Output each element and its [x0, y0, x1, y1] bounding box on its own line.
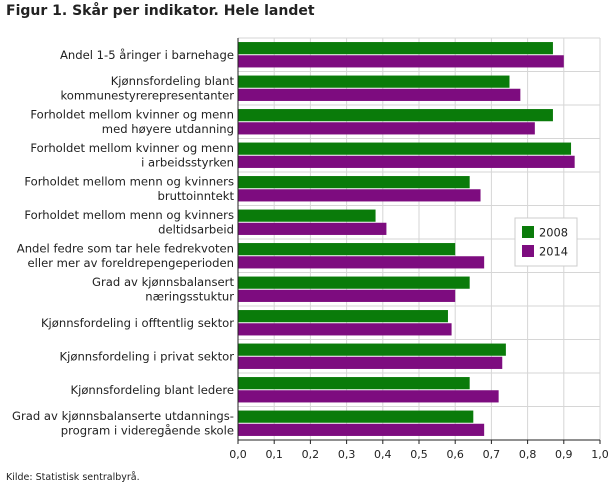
bar-2008-1 [238, 42, 553, 55]
bar-2014-12 [238, 423, 485, 436]
bar-2008-9 [238, 310, 448, 323]
category-label: program i videregående skole [61, 424, 234, 438]
category-label: Kjønnsfordeling i offtentlig sektor [41, 316, 234, 330]
x-tick-label: 0,7 [483, 448, 501, 461]
category-label: Grad av kjønnsbalansert [92, 275, 234, 289]
x-tick-label: 0,2 [302, 448, 320, 461]
category-label: Forholdet mellom kvinner og menn [30, 108, 234, 122]
legend-label-2008: 2008 [539, 226, 568, 240]
x-tick-label: 0,0 [229, 448, 247, 461]
x-tick-label: 0,1 [265, 448, 283, 461]
category-label: Andel fedre som tar hele fedrekvoten [17, 242, 234, 256]
category-label: med høyere utdanning [102, 122, 234, 136]
category-label: Forholdet mellom menn og kvinners [24, 175, 234, 189]
category-label: Kjønnsfordeling blant ledere [71, 383, 234, 397]
category-label: Grad av kjønnsbalanserte utdannings- [12, 409, 234, 423]
x-tick-label: 0,8 [519, 448, 537, 461]
x-tick-label: 0,5 [410, 448, 428, 461]
category-label: Kjønnsfordeling i privat sektor [60, 349, 235, 363]
bar-2014-5 [238, 189, 481, 202]
category-label: Forholdet mellom menn og kvinners [24, 208, 234, 222]
bar-2008-6 [238, 209, 376, 222]
bar-2014-2 [238, 88, 521, 101]
category-label: Forholdet mellom kvinner og menn [30, 141, 234, 155]
legend-swatch-2008 [522, 226, 534, 238]
bar-2014-7 [238, 256, 485, 269]
bar-2014-10 [238, 356, 503, 369]
category-label: deltidsarbeid [158, 223, 234, 237]
bar-2008-10 [238, 343, 506, 356]
bar-2014-4 [238, 155, 575, 168]
bar-2014-11 [238, 390, 499, 403]
bar-2008-2 [238, 75, 510, 88]
bar-2008-11 [238, 377, 470, 390]
bar-2014-6 [238, 222, 387, 235]
x-tick-label: 0,4 [374, 448, 392, 461]
category-label: i arbeidsstyrken [141, 156, 234, 170]
x-tick-label: 0,9 [555, 448, 573, 461]
legend-swatch-2014 [522, 245, 534, 257]
bar-2014-8 [238, 289, 456, 302]
bar-2008-8 [238, 276, 470, 289]
bar-2008-12 [238, 410, 474, 423]
bar-2008-5 [238, 176, 470, 189]
bar-2008-3 [238, 109, 553, 122]
bar-2014-1 [238, 55, 564, 68]
category-label: Kjønnsfordeling blant [111, 74, 235, 88]
bar-2008-4 [238, 142, 572, 155]
x-tick-label: 0,6 [446, 448, 464, 461]
category-label: eller mer av foreldrepengeperioden [28, 256, 234, 270]
source-note: Kilde: Statistisk sentralbyrå. [6, 472, 140, 483]
bar-2008-7 [238, 243, 456, 256]
chart-title: Figur 1. Skår per indikator. Hele landet [6, 3, 315, 19]
bar-2014-3 [238, 122, 535, 135]
bar-2014-9 [238, 323, 452, 336]
category-label: bruttoinntekt [157, 189, 234, 203]
category-label: næringsstuktur [145, 290, 234, 304]
x-tick-label: 1,0 [591, 448, 609, 461]
category-label: Andel 1-5 åringer i barnehage [60, 48, 234, 62]
x-tick-label: 0,3 [338, 448, 356, 461]
legend-label-2014: 2014 [539, 245, 568, 259]
category-label: kommunestyrerepresentanter [60, 89, 234, 103]
